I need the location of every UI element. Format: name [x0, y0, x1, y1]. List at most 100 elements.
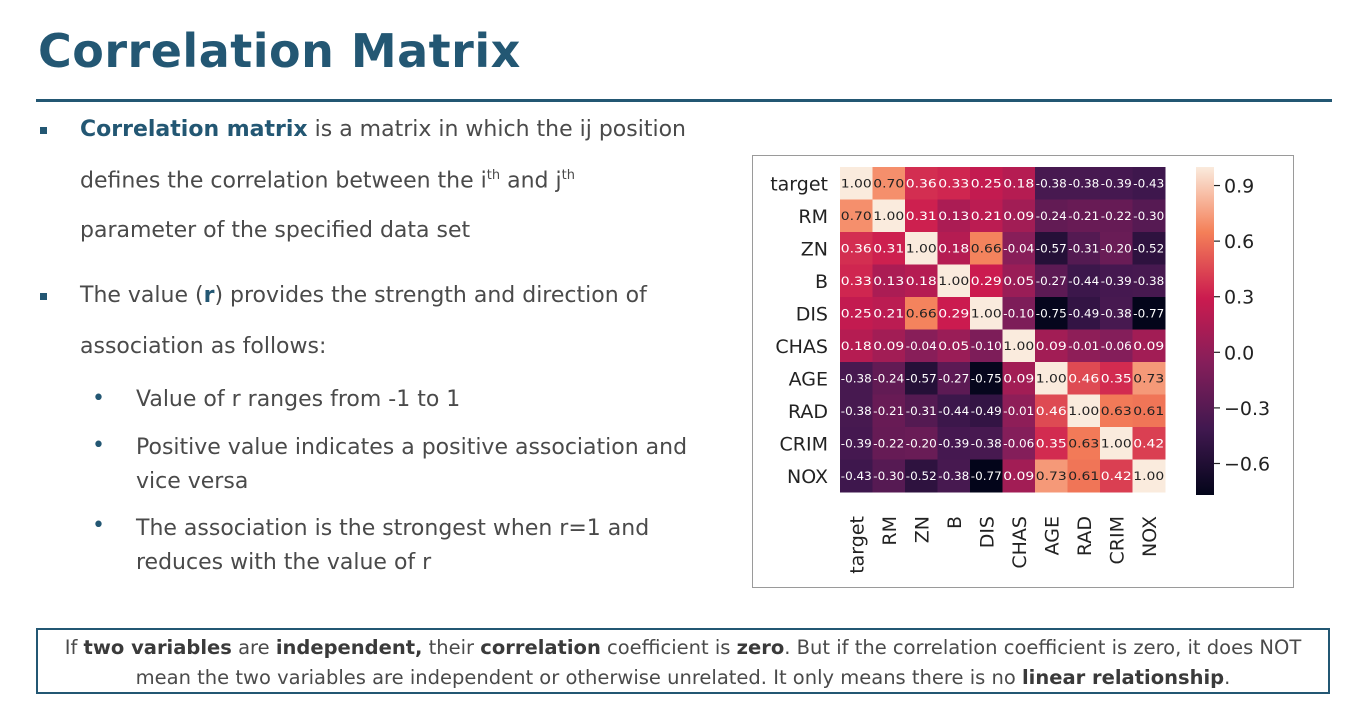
heatmap-cell [872, 362, 906, 395]
cell-value-label: 0.05 [1003, 274, 1034, 288]
cell-value-label: -0.31 [906, 404, 937, 418]
note-bold: correlation [480, 636, 601, 659]
heatmap-cell [840, 427, 873, 460]
heatmap-cell [1035, 362, 1068, 395]
sub-bullet-2: Positive value indicates a positive asso… [136, 435, 688, 494]
round-bullet-icon: • [92, 513, 105, 538]
cell-value-label: 0.18 [1003, 176, 1034, 190]
round-bullet-icon: • [92, 433, 105, 458]
heatmap-cell [1100, 264, 1133, 298]
cell-value-label: 0.33 [841, 274, 872, 288]
note-text: are [231, 636, 276, 659]
note-bold: independent, [275, 636, 423, 659]
heatmap-cell [937, 362, 971, 395]
heatmap-cell [1132, 167, 1166, 200]
row-tick-label: CRIM [780, 433, 828, 455]
cell-value-label: -0.39 [938, 436, 969, 450]
cell-value-label: 1.00 [938, 274, 969, 288]
row-tick-label: DIS [796, 303, 828, 325]
column-tick-label: ZN [911, 516, 933, 543]
heatmap-cell [840, 232, 873, 265]
cell-value-label: 0.61 [1068, 469, 1099, 483]
heatmap-cell [840, 329, 873, 363]
colorbar-tick-label: 0.6 [1224, 231, 1254, 253]
heatmap-cell [872, 459, 906, 493]
heatmap-cell [905, 362, 938, 395]
cell-value-label: -0.57 [906, 371, 937, 385]
note-text: their [422, 636, 481, 659]
heatmap-cell [937, 394, 971, 428]
cell-value-label: -0.57 [1036, 241, 1067, 255]
column-tick-label: RM [879, 516, 901, 546]
heatmap-cell [840, 394, 873, 428]
cell-value-label: 0.25 [971, 176, 1002, 190]
heatmap-cell [905, 199, 938, 233]
heatmap-cell [937, 232, 971, 265]
heatmap-cell [1132, 394, 1166, 428]
cell-value-label: -0.39 [1101, 274, 1132, 288]
cell-value-label: 1.00 [873, 209, 904, 223]
slide-title: Correlation Matrix [38, 24, 521, 78]
cell-value-label: -0.75 [971, 371, 1002, 385]
colorbar-tick-label: −0.6 [1224, 453, 1270, 475]
cell-value-label: -0.43 [1133, 176, 1164, 190]
heatmap-cell [1100, 427, 1133, 460]
heatmap-cell [1100, 167, 1133, 200]
cell-value-label: -0.22 [1101, 209, 1132, 223]
heatmap-cell [970, 264, 1003, 298]
heatmap-cell [1132, 459, 1166, 493]
heatmap-cell [1067, 167, 1101, 200]
cell-value-label: -0.44 [938, 404, 969, 418]
heatmap-cell [970, 232, 1003, 265]
heatmap-cell [1132, 427, 1166, 460]
heatmap-cell [905, 167, 938, 200]
cell-value-label: 0.73 [1036, 469, 1067, 483]
heatmap-cell [937, 264, 971, 298]
cell-value-label: 1.00 [906, 241, 937, 255]
heatmap-cell [872, 329, 906, 363]
row-tick-label: AGE [789, 368, 828, 390]
heatmap-cell [872, 394, 906, 428]
cell-value-label: 0.29 [938, 306, 969, 320]
heatmap-cell [1067, 459, 1101, 493]
cell-value-label: 0.66 [971, 241, 1002, 255]
square-bullet-icon [40, 293, 47, 300]
note-text: . But if the correlation coefficient is … [135, 636, 1302, 689]
heatmap-cell [872, 297, 906, 330]
cell-value-label: -0.01 [1068, 339, 1099, 353]
cell-value-label: 0.09 [1003, 371, 1034, 385]
heatmap-cell [1002, 459, 1036, 493]
cell-value-label: -0.38 [971, 436, 1002, 450]
heatmap-cell [1132, 362, 1166, 395]
colorbar-ticks: 0.9 0.6 0.3 0.0 −0.3 −0.6 [1214, 176, 1270, 475]
cell-value-label: -0.20 [906, 436, 937, 450]
heatmap-cell [1035, 427, 1068, 460]
cell-value-label: 0.61 [1133, 404, 1164, 418]
cell-value-label: 0.42 [1133, 436, 1164, 450]
heatmap-cell [1067, 297, 1101, 330]
heatmap-cell [1035, 297, 1068, 330]
heatmap-cell [1100, 297, 1133, 330]
column-labels: target RM ZN B DIS CHAS AGE RAD CRIM NOX [846, 516, 1161, 574]
bullet-1-line-2-text-a: defines the correlation between the i [80, 168, 487, 194]
cell-value-label: 0.09 [1133, 339, 1164, 353]
colorbar-tick-label: 0.3 [1224, 287, 1254, 309]
heatmap-cell [937, 167, 971, 200]
heatmap-cell [905, 329, 938, 363]
heatmap-cell [1100, 329, 1133, 363]
row-labels: target RM ZN B DIS CHAS AGE RAD CRIM NOX [770, 173, 828, 488]
cell-value-label: -0.10 [1003, 306, 1034, 320]
cell-value-label: -0.20 [1101, 241, 1132, 255]
cell-value-label: -0.39 [1101, 176, 1132, 190]
cell-value-label: -0.22 [873, 436, 904, 450]
heatmap-cell [1002, 297, 1036, 330]
cell-value-label: -0.30 [873, 469, 904, 483]
cell-value-label: 0.73 [1133, 371, 1164, 385]
heatmap-cell [1035, 264, 1068, 298]
sub-bullet-1: Value of r ranges from -1 to 1 [136, 387, 461, 412]
cell-value-label: -0.24 [873, 371, 904, 385]
cell-value-label: 0.09 [1036, 339, 1067, 353]
heatmap-cell [1067, 362, 1101, 395]
note-bold: linear relationship [1021, 666, 1225, 689]
cell-value-label: 1.00 [1036, 371, 1067, 385]
